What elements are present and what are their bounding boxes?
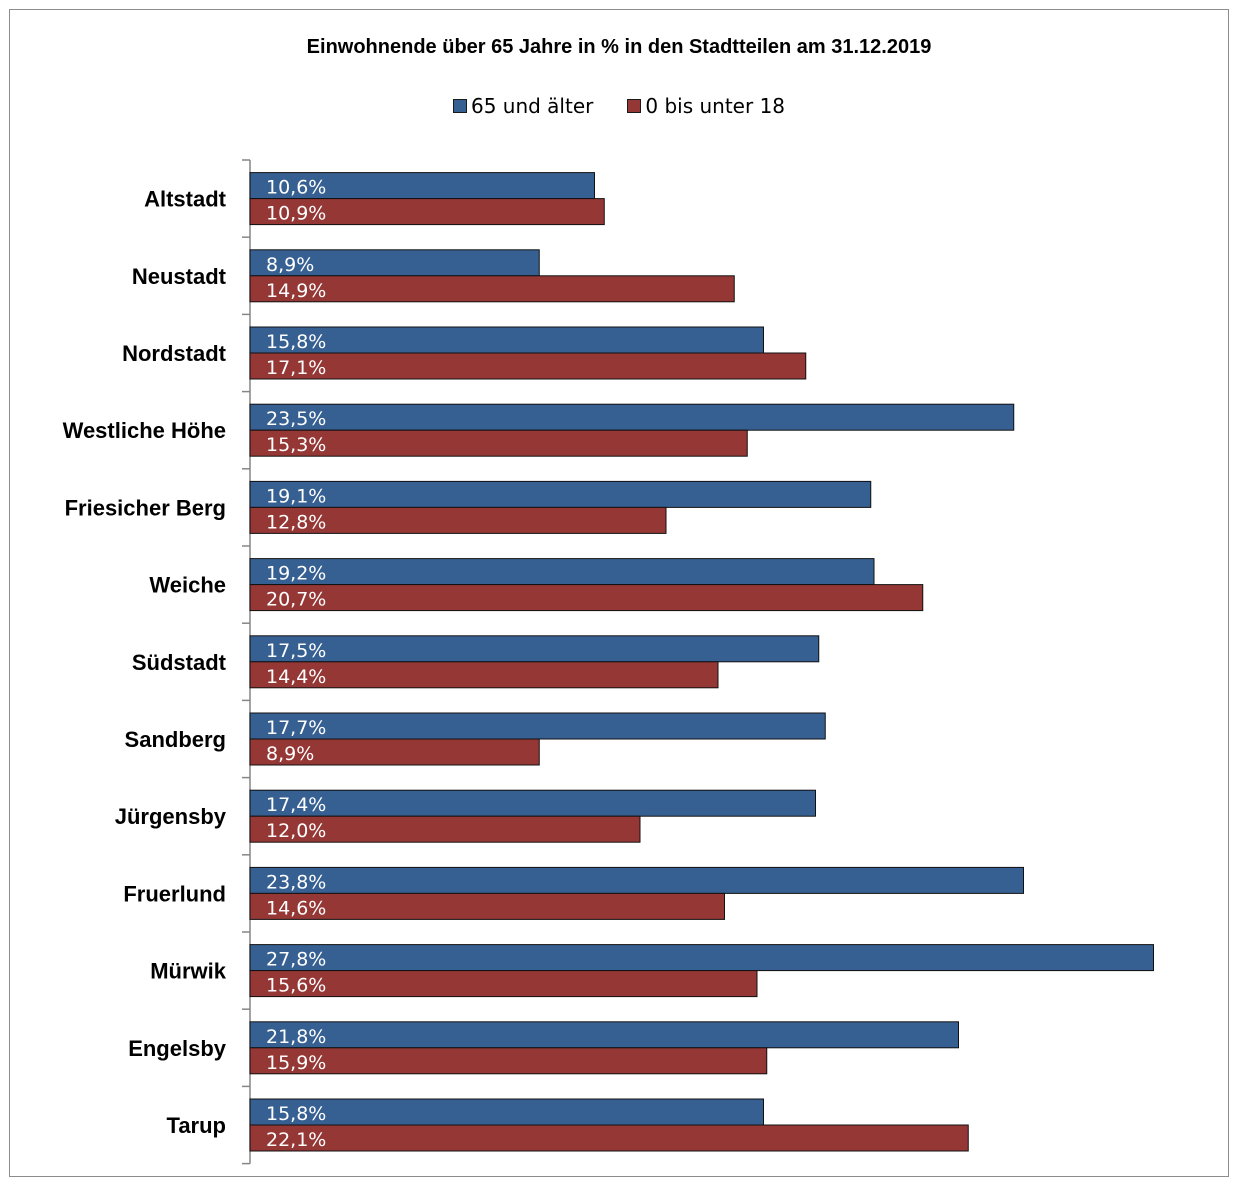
bar-series-0 [250, 713, 825, 739]
data-label-series-0: 17,4% [266, 794, 326, 816]
category-label: Sandberg [125, 727, 226, 752]
bar-series-0 [250, 1022, 959, 1048]
data-label-series-0: 17,5% [266, 640, 326, 662]
bar-series-0 [250, 559, 874, 585]
bar-series-0 [250, 867, 1024, 893]
bar-series-0 [250, 404, 1014, 430]
data-label-series-1: 15,9% [266, 1052, 326, 1074]
bar-series-0 [250, 1099, 764, 1125]
bar-series-0 [250, 481, 871, 507]
category-label: Engelsby [128, 1036, 227, 1061]
data-label-series-0: 10,6% [266, 177, 326, 199]
category-label: Jürgensby [115, 804, 227, 829]
bar-series-0 [250, 636, 819, 662]
data-label-series-0: 17,7% [266, 717, 326, 739]
data-label-series-1: 22,1% [266, 1129, 326, 1151]
data-label-series-1: 14,4% [266, 666, 326, 688]
data-label-series-0: 19,1% [266, 485, 326, 507]
category-label: Altstadt [144, 187, 227, 212]
data-label-series-0: 15,8% [266, 331, 326, 353]
data-label-series-1: 15,6% [266, 975, 326, 997]
bar-series-1 [250, 353, 806, 379]
category-label: Mürwik [150, 959, 227, 984]
category-label: Westliche Höhe [63, 418, 226, 443]
data-label-series-1: 10,9% [266, 203, 326, 225]
bar-series-0 [250, 790, 816, 816]
category-label: Fruerlund [123, 881, 226, 906]
data-label-series-1: 12,0% [266, 820, 326, 842]
data-label-series-0: 27,8% [266, 949, 326, 971]
category-label: Nordstadt [122, 341, 227, 366]
category-label: Friesicher Berg [65, 495, 226, 520]
bar-series-0 [250, 945, 1154, 971]
category-label: Neustadt [132, 264, 227, 289]
data-label-series-0: 8,9% [266, 254, 314, 276]
category-label: Weiche [149, 573, 226, 598]
category-label: Südstadt [132, 650, 227, 675]
data-label-series-1: 15,3% [266, 434, 326, 456]
data-label-series-1: 12,8% [266, 511, 326, 533]
data-label-series-0: 15,8% [266, 1103, 326, 1125]
data-label-series-0: 23,8% [266, 871, 326, 893]
data-label-series-1: 20,7% [266, 589, 326, 611]
bar-series-1 [250, 585, 923, 611]
bar-series-0 [250, 327, 764, 353]
data-label-series-0: 23,5% [266, 408, 326, 430]
bar-series-1 [250, 1048, 767, 1074]
data-label-series-0: 21,8% [266, 1026, 326, 1048]
category-label: Tarup [167, 1113, 226, 1138]
bar-series-1 [250, 1125, 968, 1151]
data-label-series-1: 14,6% [266, 897, 326, 919]
data-label-series-1: 17,1% [266, 357, 326, 379]
data-label-series-1: 8,9% [266, 743, 314, 765]
data-label-series-1: 14,9% [266, 280, 326, 302]
data-label-series-0: 19,2% [266, 563, 326, 585]
